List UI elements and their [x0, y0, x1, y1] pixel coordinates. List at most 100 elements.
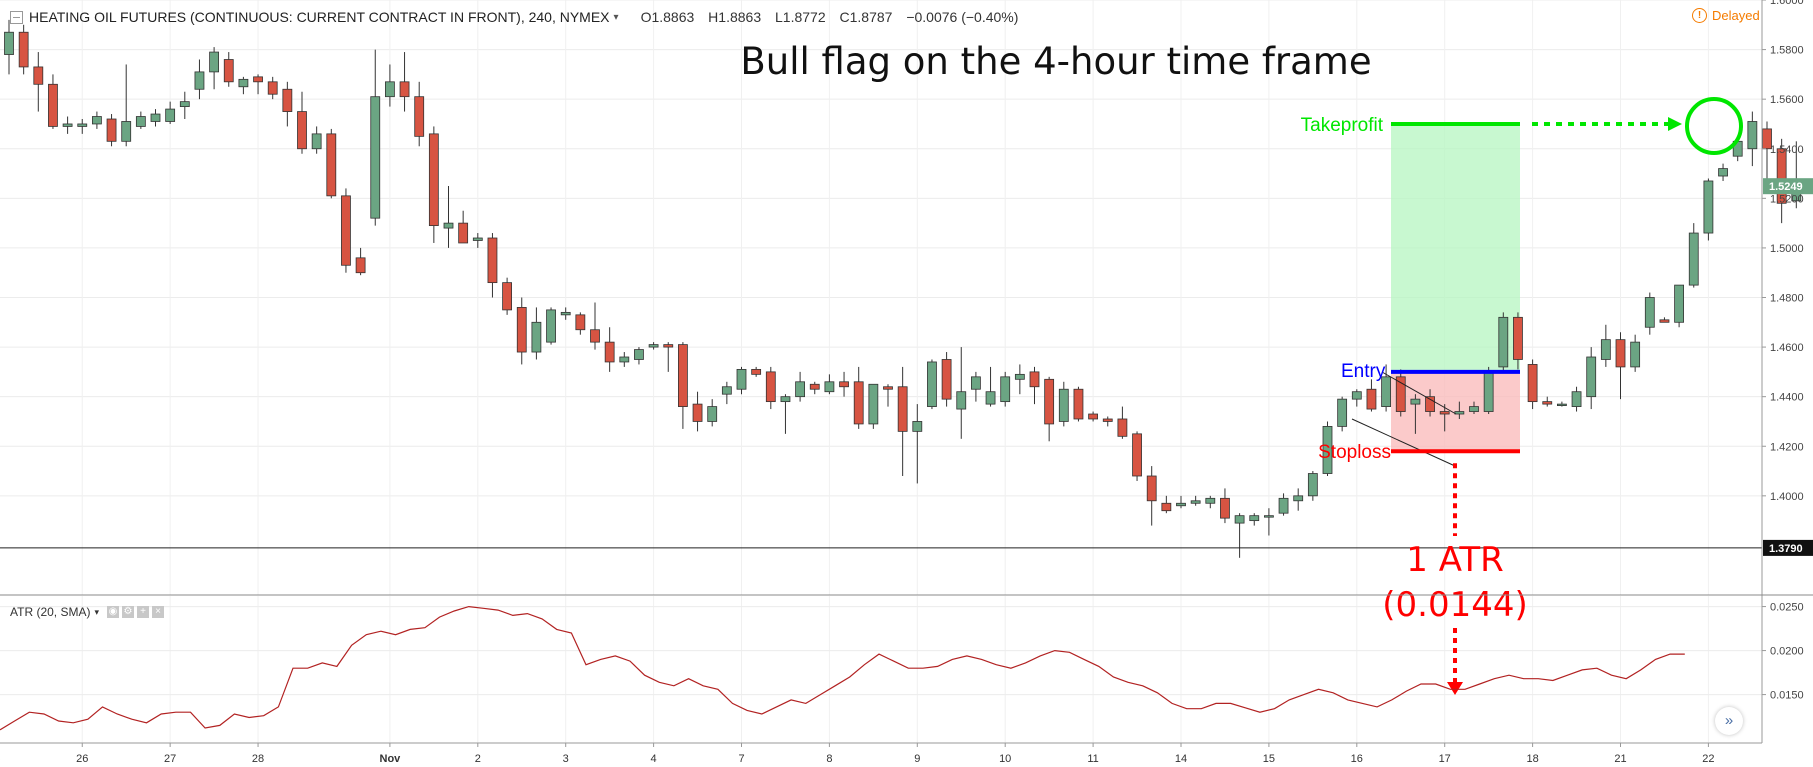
candle	[1234, 515, 1245, 524]
date-tick-label: 27	[164, 753, 176, 765]
candle	[883, 386, 893, 390]
atr-tick-label: 0.0250	[1770, 602, 1804, 614]
high-value: H1.8863	[708, 9, 762, 25]
price-label-box	[1763, 178, 1813, 195]
date-tick-label: 3	[563, 753, 569, 765]
candle	[1527, 364, 1538, 403]
visibility-icon[interactable]: ◉	[107, 606, 119, 618]
candle	[1659, 319, 1670, 323]
price-tick-label: 1.4400	[1770, 392, 1804, 404]
candle	[1513, 316, 1523, 360]
candle	[1029, 371, 1040, 388]
candle	[1132, 433, 1142, 477]
candle	[135, 116, 146, 127]
candle	[1410, 398, 1421, 405]
candles-layer	[4, 19, 1802, 558]
candle	[355, 257, 366, 274]
candle	[1571, 391, 1582, 407]
candle	[106, 118, 117, 142]
candle	[809, 383, 820, 390]
candle	[985, 391, 996, 405]
price-label: 1.5249	[1769, 181, 1803, 193]
price-label-box	[1763, 539, 1813, 556]
price-tick-label: 1.4600	[1770, 342, 1804, 354]
candle	[18, 31, 29, 68]
candle	[1264, 515, 1274, 518]
atr-tick-label: 0.0150	[1770, 690, 1804, 702]
candle	[692, 403, 703, 422]
candle	[1351, 391, 1362, 400]
candle	[121, 121, 132, 142]
candle	[1776, 148, 1787, 204]
candle	[282, 88, 293, 112]
candle	[765, 371, 776, 403]
candle	[1073, 388, 1084, 420]
candle	[1630, 341, 1641, 368]
date-tick-label: 22	[1702, 753, 1714, 765]
symbol-name[interactable]: HEATING OIL FUTURES (CONTINUOUS: CURRENT…	[29, 9, 610, 25]
delayed-badge[interactable]: ! Delayed	[1692, 8, 1760, 23]
candle	[414, 96, 425, 137]
candle	[472, 237, 483, 241]
atr-grid	[0, 596, 1762, 743]
candle	[428, 133, 439, 227]
candle	[1146, 475, 1157, 502]
remove-icon[interactable]: ×	[152, 606, 164, 618]
atr-legend-label[interactable]: ATR (20, SMA)	[10, 605, 91, 619]
candle	[1278, 497, 1289, 514]
add-icon[interactable]: +	[137, 606, 149, 618]
candle	[619, 356, 630, 363]
ohlc-values: O1.8863 H1.8863 L1.8772 C1.8787 −0.0076 …	[641, 9, 1029, 25]
candle	[634, 349, 644, 360]
atr-line-layer	[0, 605, 1685, 731]
atr-tick-label: 0.0200	[1770, 646, 1804, 658]
candle	[780, 396, 791, 403]
candle	[575, 314, 586, 331]
chevron-down-icon[interactable]: ▾	[94, 606, 99, 617]
flag-upper-line	[1381, 371, 1457, 415]
annotation-layer: Takeprofit Entry Stoploss 1 ATR (0.0144)	[0, 97, 1762, 695]
takeprofit-label: Takeprofit	[1301, 115, 1384, 136]
price-tick-label: 1.5800	[1770, 45, 1804, 57]
settings-icon[interactable]: ⚙	[122, 606, 134, 618]
candle	[663, 344, 674, 348]
date-tick-label: 10	[999, 753, 1011, 765]
collapse-icon[interactable]	[10, 10, 23, 24]
candle	[897, 386, 908, 432]
candle	[1117, 418, 1128, 437]
candle	[458, 222, 469, 244]
date-tick-label: 16	[1351, 753, 1363, 765]
atr-callout-line2: (0.0144)	[1382, 585, 1528, 625]
chevron-down-icon[interactable]: ▾	[613, 11, 619, 23]
candle	[1688, 232, 1699, 286]
candle	[1161, 502, 1172, 512]
candle	[1176, 502, 1186, 507]
scroll-to-realtime-button[interactable]: »	[1715, 707, 1743, 735]
candle	[33, 66, 44, 85]
date-tick-label: 15	[1263, 753, 1275, 765]
date-tick-label: 17	[1439, 753, 1451, 765]
chart-title: Bull flag on the 4-hour time frame	[740, 40, 1371, 83]
candle	[1014, 373, 1025, 380]
candle	[223, 59, 234, 83]
trade-zones	[1391, 123, 1520, 452]
candle	[971, 376, 981, 390]
low-value: L1.8772	[775, 9, 826, 25]
candle	[1586, 356, 1597, 398]
flag-lower-line	[1351, 418, 1456, 467]
candle	[1044, 378, 1055, 425]
candle	[1439, 411, 1450, 415]
atr-callout-arrowhead	[1447, 682, 1463, 695]
candle	[1615, 339, 1626, 368]
candle	[4, 31, 14, 55]
date-tick-label: 26	[76, 753, 88, 765]
symbol-header: HEATING OIL FUTURES (CONTINUOUS: CURRENT…	[0, 6, 1028, 28]
close-value: C1.8787	[839, 9, 893, 25]
candle	[165, 108, 176, 122]
candle	[912, 421, 923, 432]
candle	[238, 78, 249, 88]
candle	[1644, 297, 1655, 328]
price-tick-label: 1.5400	[1770, 144, 1804, 156]
